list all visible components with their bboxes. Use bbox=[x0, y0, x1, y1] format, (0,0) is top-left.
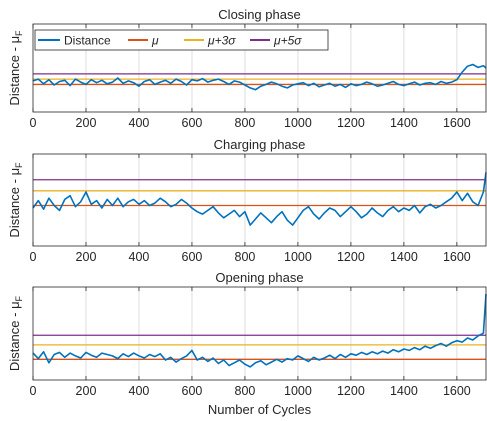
x-tick-label: 1600 bbox=[443, 116, 471, 130]
y-axis-label: Distance - μF bbox=[7, 162, 24, 238]
y-axis-label: Distance - μF bbox=[7, 30, 24, 106]
panel-charging: Charging phase Distance - μF 0 200 400 600 800… bbox=[7, 137, 487, 264]
x-tick-label: 1000 bbox=[284, 384, 312, 398]
axes-frame bbox=[32, 23, 487, 113]
x-tick-label: 800 bbox=[235, 116, 256, 130]
x-tick-label: 800 bbox=[235, 250, 256, 264]
x-axis-label: Number of Cycles bbox=[208, 402, 312, 417]
plot-area bbox=[33, 154, 486, 246]
x-tick-label: 1200 bbox=[337, 250, 365, 264]
x-tick-label: 600 bbox=[182, 250, 203, 264]
x-tick-label: 200 bbox=[76, 250, 97, 264]
panel-title: Opening phase bbox=[215, 270, 303, 285]
x-tick-label: 400 bbox=[129, 116, 150, 130]
panel-closing: Closing phase Distance - μF 0 200 400 600 800 1… bbox=[7, 7, 487, 130]
panel-title: Charging phase bbox=[214, 137, 306, 152]
x-tick-label: 1000 bbox=[284, 116, 312, 130]
panel-opening: Opening phase Distance - μF 0 200 400 600 800 1… bbox=[7, 270, 487, 417]
y-axis-label-main: Distance - μ bbox=[7, 301, 22, 371]
panel-title: Closing phase bbox=[218, 7, 300, 22]
legend-label-distance: Distance bbox=[64, 34, 111, 48]
distance-series-line bbox=[32, 293, 487, 368]
y-axis-label: Distance - μF bbox=[7, 295, 24, 371]
x-tick-label: 600 bbox=[182, 116, 203, 130]
x-tick-label: 800 bbox=[235, 384, 256, 398]
x-tick-label: 1000 bbox=[284, 250, 312, 264]
x-tick-label: 0 bbox=[30, 250, 37, 264]
x-tick-label: 1200 bbox=[337, 384, 365, 398]
legend-label-mu: μ bbox=[151, 34, 159, 48]
x-tick-label: 1400 bbox=[390, 384, 418, 398]
legend-box bbox=[34, 29, 329, 51]
x-tick-label: 200 bbox=[76, 116, 97, 130]
x-tick-label: 600 bbox=[182, 384, 203, 398]
x-tick-label: 1600 bbox=[443, 250, 471, 264]
legend: Distance μ μ+3σ μ+5σ bbox=[34, 29, 329, 51]
x-tick-label: 1400 bbox=[390, 116, 418, 130]
y-axis-label-subscript: F bbox=[14, 30, 24, 36]
plot-area bbox=[33, 287, 486, 380]
y-axis-label-subscript: F bbox=[14, 162, 24, 168]
x-tick-label: 1400 bbox=[390, 250, 418, 264]
x-tick-label: 0 bbox=[30, 384, 37, 398]
y-axis-label-main: Distance - μ bbox=[7, 36, 22, 106]
distance-series-line bbox=[32, 63, 487, 91]
legend-label-mu5: μ+5σ bbox=[273, 34, 302, 48]
x-tick-label: 1600 bbox=[443, 384, 471, 398]
legend-label-mu3: μ+3σ bbox=[207, 34, 236, 48]
distance-series-line bbox=[32, 172, 487, 226]
axes-frame bbox=[32, 286, 487, 381]
x-tick-label: 400 bbox=[129, 250, 150, 264]
y-axis-label-main: Distance - μ bbox=[7, 168, 22, 238]
y-axis-label-subscript: F bbox=[14, 295, 24, 301]
x-tick-label: 0 bbox=[30, 116, 37, 130]
x-tick-label: 200 bbox=[76, 384, 97, 398]
x-tick-label: 1200 bbox=[337, 116, 365, 130]
axes-frame bbox=[32, 153, 487, 247]
x-tick-label: 400 bbox=[129, 384, 150, 398]
